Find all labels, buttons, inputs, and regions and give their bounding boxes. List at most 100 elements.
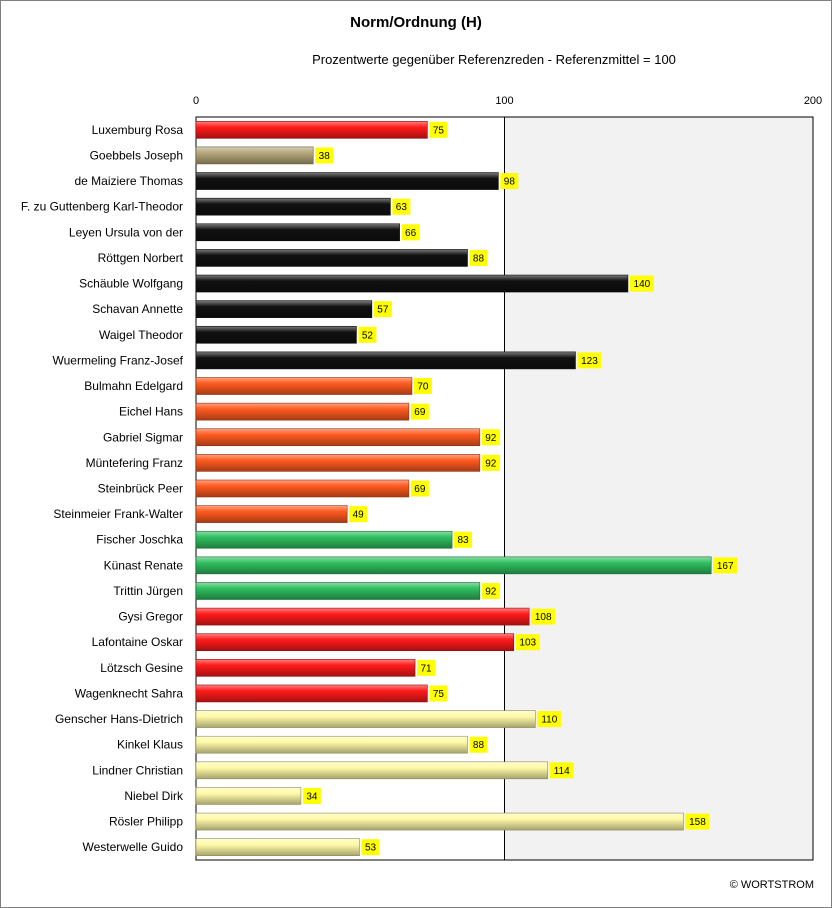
category-label: Luxemburg Rosa [92, 123, 184, 137]
data-label: 88 [473, 740, 485, 751]
data-label-box [410, 480, 429, 497]
bar [195, 121, 428, 139]
category-label: Lötzsch Gesine [100, 661, 183, 675]
data-label-box [500, 173, 519, 190]
data-label-box [315, 147, 334, 164]
copyright: © WORTSTROM [730, 879, 814, 891]
data-label-box [392, 198, 411, 215]
data-label: 92 [485, 458, 497, 469]
category-label: Trittin Jürgen [113, 584, 183, 598]
category-label: Steinmeier Frank-Walter [53, 507, 183, 521]
data-label: 63 [396, 202, 408, 213]
category-label: de Maiziere Thomas [75, 174, 184, 188]
bar [195, 530, 453, 549]
category-label: F. zu Guttenberg Karl-Theodor [21, 200, 183, 214]
data-label: 34 [306, 791, 318, 802]
category-label: Waigel Theodor [99, 328, 183, 342]
data-label-box [361, 839, 380, 856]
data-label-box [469, 736, 488, 753]
category-label: Eichel Hans [119, 405, 183, 419]
data-label-box [454, 531, 473, 548]
data-label: 158 [689, 817, 706, 828]
category-label: Steinbrück Peer [98, 482, 183, 496]
data-label-box [629, 275, 654, 292]
data-label: 167 [717, 561, 734, 572]
data-label-box [537, 711, 562, 728]
category-label: Goebbels Joseph [90, 148, 183, 162]
category-label: Lafontaine Oskar [92, 635, 183, 649]
data-label: 69 [414, 407, 426, 418]
data-label: 140 [634, 279, 651, 290]
data-label-box [401, 224, 420, 241]
data-label-box [481, 454, 500, 471]
data-label-box [577, 352, 602, 369]
data-label: 69 [414, 484, 426, 495]
chart-title: Norm/Ordnung (H) [350, 14, 482, 31]
category-label: Leyen Ursula von der [69, 225, 183, 239]
data-label: 110 [541, 715, 557, 726]
category-label: Niebel Dirk [124, 789, 184, 803]
bar [195, 325, 357, 344]
data-label: 114 [554, 766, 570, 777]
bar [195, 428, 481, 447]
data-label: 70 [417, 382, 429, 393]
data-label: 108 [535, 612, 552, 623]
category-label: Gabriel Sigmar [103, 430, 183, 444]
category-label: Lindner Christian [92, 763, 183, 777]
bar [195, 582, 481, 600]
bar [195, 479, 410, 498]
category-label: Bulmahn Edelgard [84, 379, 183, 393]
bar [195, 274, 629, 293]
bar [195, 812, 684, 831]
data-label-box [549, 762, 574, 779]
category-label: Wagenknecht Sahra [75, 686, 184, 700]
bar [195, 838, 360, 856]
chart-subtitle: Prozentwerte gegenüber Referenzreden - R… [312, 52, 676, 67]
bar [195, 197, 391, 216]
bar [195, 351, 576, 370]
data-label: 83 [457, 535, 469, 546]
bar [195, 761, 548, 780]
plot-area-right [504, 117, 813, 860]
data-label-box [349, 506, 368, 523]
data-label-box [713, 557, 738, 574]
bar [195, 172, 499, 190]
bar [195, 684, 428, 703]
data-label: 88 [473, 253, 485, 264]
bar [195, 556, 712, 575]
data-label-box [429, 121, 448, 138]
x-tick-label: 200 [804, 95, 822, 107]
bar [195, 223, 400, 242]
bar [195, 710, 536, 728]
bar [195, 249, 468, 267]
bar [195, 300, 373, 318]
x-tick-label: 100 [495, 95, 513, 107]
data-label: 103 [519, 638, 536, 649]
data-label-box [302, 787, 321, 804]
x-tick-label: 0 [193, 95, 199, 107]
data-label-box [515, 634, 540, 651]
data-label-box [481, 582, 500, 599]
category-label: Rösler Philipp [109, 815, 183, 829]
data-label-box [685, 813, 710, 830]
bar [195, 607, 530, 626]
data-label: 52 [362, 330, 374, 341]
bar [195, 659, 416, 677]
bar [195, 454, 481, 472]
data-label: 49 [353, 510, 365, 521]
data-label-box [413, 378, 432, 395]
data-label: 38 [319, 151, 331, 162]
category-label: Gysi Gregor [118, 610, 183, 624]
data-label: 75 [433, 689, 445, 700]
data-label: 71 [420, 663, 432, 674]
bar [195, 633, 515, 652]
data-label: 123 [581, 356, 598, 367]
category-label: Wuermeling Franz-Josef [53, 353, 184, 367]
category-label: Schavan Annette [92, 302, 183, 316]
bar [195, 735, 468, 754]
data-label-box [481, 429, 500, 446]
data-label: 75 [433, 125, 445, 136]
data-label-box [373, 301, 392, 318]
data-label-box [469, 249, 488, 266]
